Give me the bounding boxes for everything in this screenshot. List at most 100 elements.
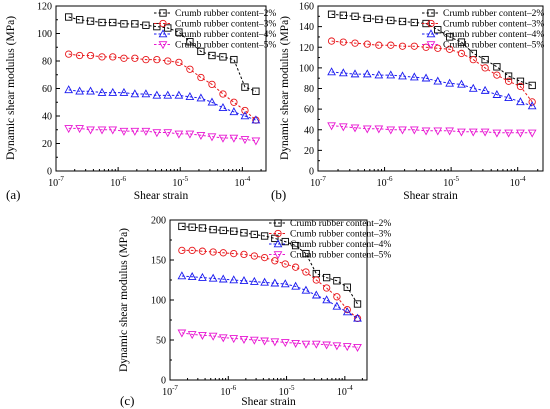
series-triangle-up [327, 67, 537, 110]
data-point [131, 20, 139, 28]
legend-marker [426, 41, 436, 50]
series-line [181, 332, 358, 348]
data-point [218, 274, 228, 283]
data-point [250, 230, 258, 239]
series-line [68, 53, 257, 121]
data-point [75, 51, 84, 60]
data-point [528, 98, 536, 106]
data-point [240, 250, 248, 259]
y-tick-label: 200 [151, 216, 166, 227]
data-point [209, 225, 217, 234]
data-point [230, 98, 238, 106]
x-tick-label: 10-5 [279, 384, 295, 398]
data-point [98, 18, 106, 27]
data-point [153, 22, 161, 31]
data-point [241, 106, 249, 115]
data-point [492, 89, 502, 98]
data-point [260, 277, 269, 286]
data-point [185, 130, 195, 139]
data-point [178, 222, 186, 231]
data-point [152, 129, 162, 138]
data-point [433, 127, 443, 136]
y-tick-label: 140 [299, 22, 314, 33]
data-point [207, 133, 217, 142]
x-tick-label: 10-7 [162, 384, 178, 398]
data-point [75, 86, 84, 95]
legend-label: Crumb rubber content–5% [443, 41, 544, 51]
series-line [68, 89, 257, 121]
legend-marker [158, 29, 168, 38]
data-point [504, 72, 513, 80]
data-point [362, 69, 372, 78]
series-line [68, 127, 256, 142]
data-point [457, 38, 466, 46]
legend-marker [426, 29, 436, 38]
legend-entry: Crumb rubber content–5% [422, 41, 544, 51]
data-point [260, 232, 269, 240]
data-point [240, 136, 250, 145]
legend-label: Crumb rubber content–4% [443, 30, 544, 40]
y-axis-label: Dynamic shear modulus (MPa) [279, 16, 291, 160]
data-point [164, 24, 172, 32]
legend-entry: Crumb rubber content–5% [269, 251, 391, 261]
legend-label: Crumb rubber content–3% [290, 230, 391, 240]
legend-label: Crumb rubber content–5% [175, 41, 276, 51]
data-point [86, 17, 95, 25]
legend-entry: Crumb rubber content–2% [154, 9, 276, 19]
legend-marker [273, 251, 283, 260]
data-point [433, 76, 443, 85]
data-point [481, 64, 489, 72]
y-tick-label: 120 [37, 2, 52, 13]
data-point [241, 83, 249, 91]
legend-entry: Crumb rubber content–3% [269, 230, 391, 240]
data-point [240, 229, 248, 237]
data-point [251, 137, 261, 146]
data-point [120, 20, 128, 28]
data-point [386, 126, 396, 135]
data-point [229, 335, 239, 344]
data-point [492, 129, 502, 138]
data-point [333, 277, 341, 285]
data-point [398, 71, 407, 80]
legend-label: Crumb rubber content–5% [290, 251, 391, 261]
data-point [351, 12, 359, 20]
legend-entry: Crumb rubber content–4% [154, 29, 276, 40]
data-point [281, 260, 289, 268]
data-point [362, 125, 372, 134]
data-point [457, 79, 466, 88]
data-point [493, 63, 501, 71]
data-point [240, 111, 250, 120]
legend-label: Crumb rubber content–3% [175, 20, 276, 30]
series-circle [327, 37, 536, 106]
data-point [322, 341, 331, 350]
series-triangle-up [177, 271, 362, 322]
data-point [504, 77, 513, 85]
series-line [331, 71, 533, 107]
data-point [108, 87, 118, 96]
data-point [65, 50, 73, 58]
x-tick-label: 10-4 [234, 175, 250, 189]
data-point [374, 125, 384, 134]
data-point [64, 85, 74, 94]
x-tick-label: 10-4 [337, 384, 353, 398]
data-point [260, 337, 269, 346]
data-point [516, 77, 525, 85]
panel-c: 0 50 100 150 200 10-7 10-6 10-5 10-4 Shear strain… [118, 216, 391, 409]
data-point [218, 103, 228, 112]
legend-label: Crumb rubber content–4% [175, 30, 276, 40]
data-point [250, 252, 258, 260]
data-point [353, 300, 362, 308]
y-tick-label: 100 [299, 63, 314, 74]
data-point [75, 125, 84, 134]
x-tick-label: 10-4 [510, 175, 526, 189]
data-point [86, 126, 95, 135]
y-tick-label: 160 [299, 2, 314, 13]
data-point [409, 126, 419, 135]
panel-a: 0 20 40 60 80 100 120 10-7 10-6 10-5 10-4 Shear str… [5, 2, 276, 203]
data-point [196, 93, 206, 102]
data-point [457, 128, 466, 137]
data-point [270, 278, 280, 287]
data-point [187, 331, 197, 340]
data-point [421, 127, 431, 136]
data-point [152, 90, 162, 99]
